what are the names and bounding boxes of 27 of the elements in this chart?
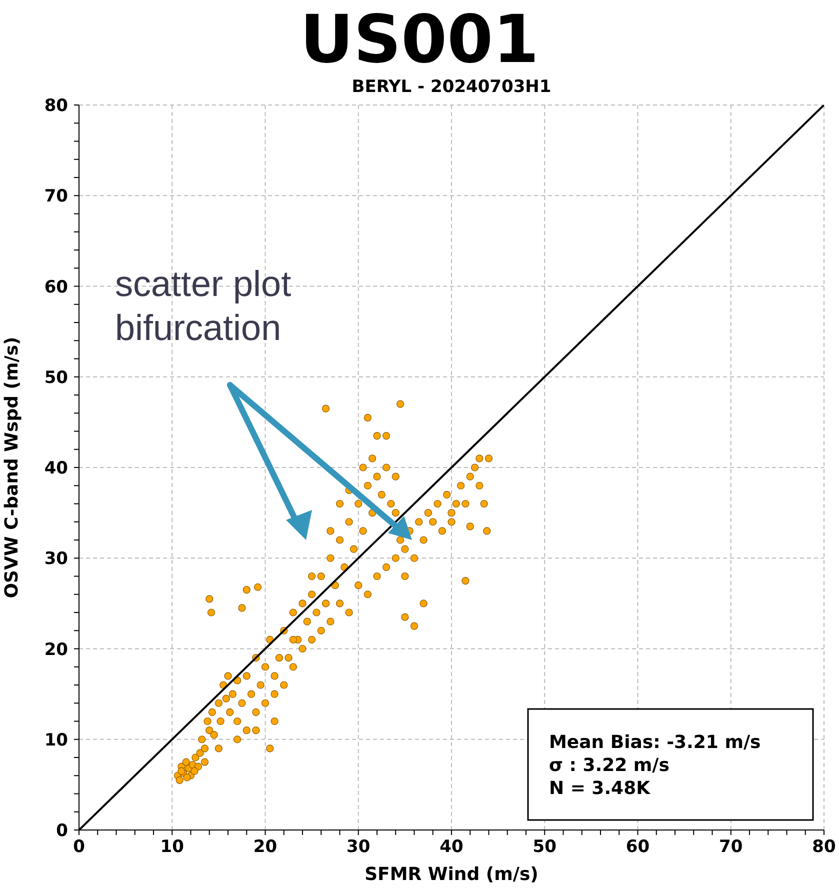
y-tick-label: 0: [56, 821, 68, 841]
chart-title: US001: [299, 1, 540, 78]
x-tick-label: 50: [532, 837, 557, 857]
y-axis-title: OSVW C-band Wspd (m/s): [1, 336, 22, 598]
x-tick-label: 60: [626, 837, 650, 857]
x-tick-label: 80: [812, 837, 836, 857]
annotation: σ : 3.22 m/s: [549, 755, 670, 776]
x-axis-title: SFMR Wind (m/s): [364, 864, 538, 885]
y-tick-label: 60: [44, 277, 68, 298]
y-tick-label: 40: [44, 458, 68, 478]
text-box: Mean Bias: -3.21 m/s σ : 3.22 m/s N = 3.48K: [527, 708, 814, 821]
y-tick-label: 80: [44, 96, 68, 116]
x-tick-label: 10: [160, 837, 184, 857]
x-tick-label: 40: [440, 837, 464, 857]
chart-subtitle: BERYL - 20240703H1: [350, 77, 552, 97]
y-tick-label: 30: [44, 549, 68, 570]
x-tick-label: 0: [73, 837, 86, 857]
y-tick-label: 70: [44, 186, 68, 207]
annotation: Mean Bias: -3.21 m/s: [549, 732, 761, 753]
y-tick-label: 20: [44, 640, 68, 660]
x-tick-label: 30: [346, 837, 370, 857]
y-tick-label: 50: [44, 368, 68, 388]
x-tick-label: 20: [253, 837, 278, 857]
annotation: scatter plot bifurcation: [115, 262, 292, 350]
annotation: N = 3.48K: [549, 778, 652, 799]
y-tick-label: 10: [44, 730, 68, 750]
x-tick-label: 70: [719, 837, 743, 857]
